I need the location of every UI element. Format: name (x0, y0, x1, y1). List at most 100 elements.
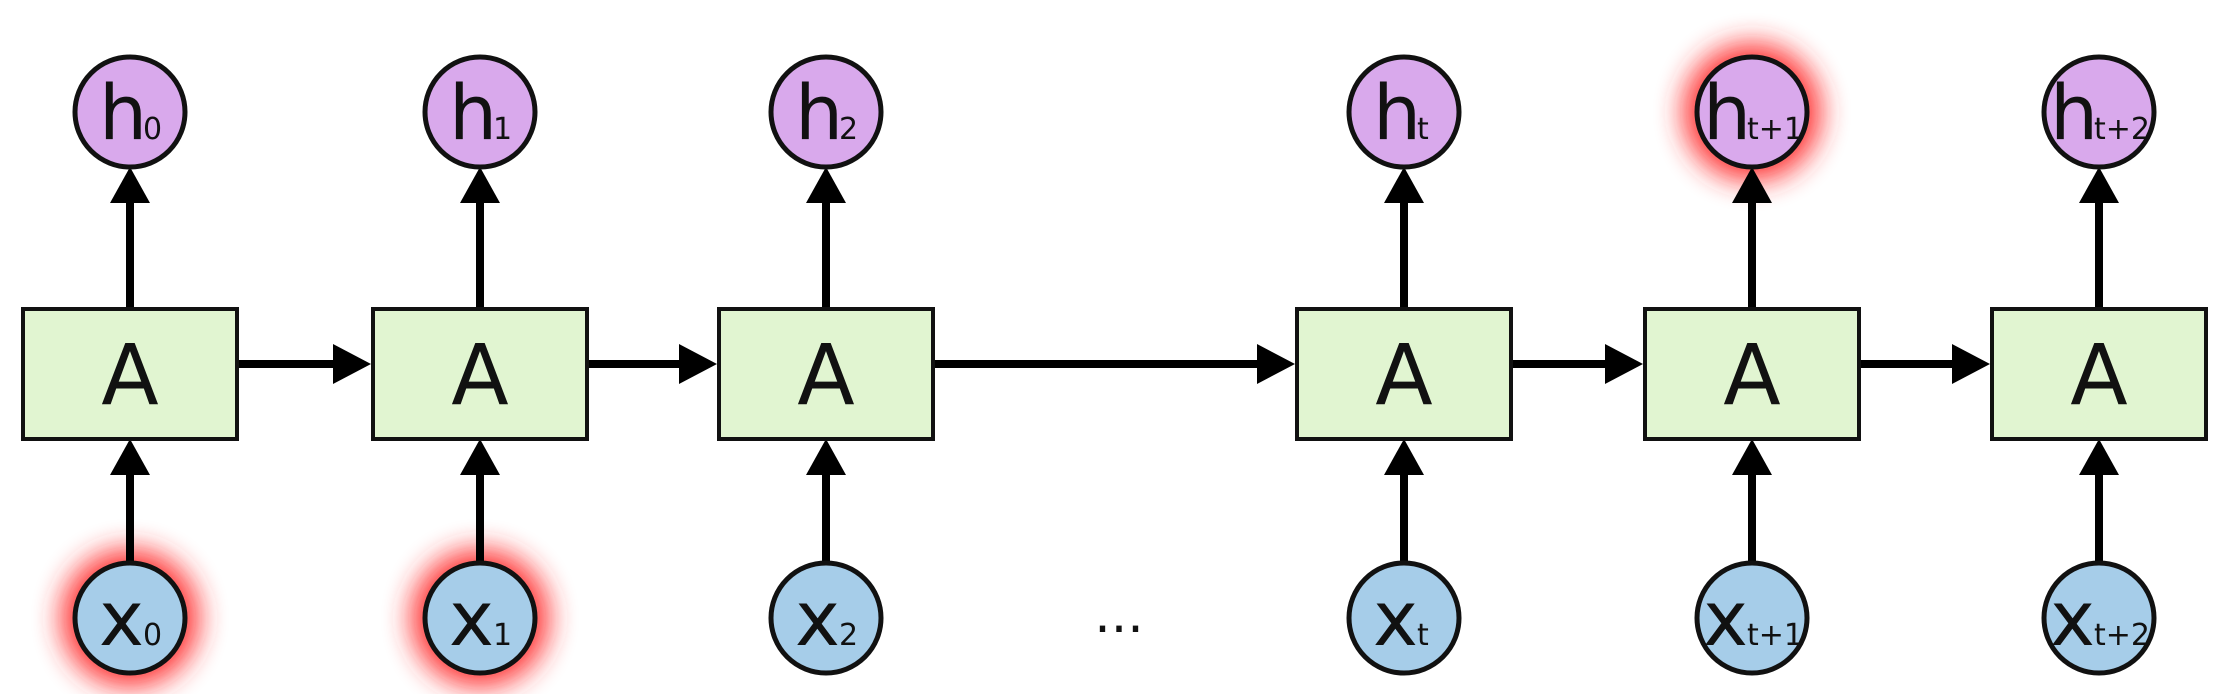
hidden-state-3-subscript: t (1417, 112, 1429, 147)
hidden-state-5-subscript: t+2 (2094, 112, 2150, 147)
input-0-circle (72, 560, 188, 676)
input-arrow-0-head (110, 439, 150, 475)
ellipsis-text: ... (1094, 585, 1144, 645)
input-4-circle (1694, 560, 1810, 676)
rnn-cell-5: A (1990, 307, 2208, 441)
input-5-circle (2041, 560, 2157, 676)
recurrent-arrow-0-head (333, 344, 371, 384)
rnn-cell-label: A (2070, 326, 2127, 424)
input-5-label: x (2050, 574, 2095, 663)
recurrent-arrow-4 (1861, 344, 1990, 384)
input-0-label: x (99, 574, 144, 663)
hidden-state-0-circle (72, 54, 188, 170)
rnn-cell-box (21, 307, 239, 441)
input-3-label: x (1373, 574, 1418, 663)
input-1-label: x (449, 574, 494, 663)
input-4-subscript: t+1 (1747, 618, 1803, 653)
hidden-state-3-label: h (1373, 68, 1421, 157)
output-arrow-3-head (1384, 167, 1424, 203)
rnn-cell-1: A (371, 307, 589, 441)
rnn-cell-label: A (101, 326, 158, 424)
output-arrow-3 (1384, 167, 1424, 309)
output-arrow-5-head (2079, 167, 2119, 203)
rnn-cell-box (717, 307, 935, 441)
input-2-label: x (795, 574, 840, 663)
output-arrow-2-head (806, 167, 846, 203)
hidden-state-4-circle (1694, 54, 1810, 170)
rnn-cell-label: A (1723, 326, 1780, 424)
input-4-label: x (1703, 574, 1748, 663)
output-arrow-1-head (460, 167, 500, 203)
input-arrow-1 (460, 439, 500, 563)
input-arrow-1-head (460, 439, 500, 475)
output-arrow-2 (806, 167, 846, 309)
output-arrow-4 (1732, 167, 1772, 309)
input-arrow-5 (2079, 439, 2119, 563)
recurrent-arrow-0 (239, 344, 371, 384)
rnn-cell-label: A (797, 326, 854, 424)
input-arrow-4-head (1732, 439, 1772, 475)
recurrent-arrow-4-head (1952, 344, 1990, 384)
hidden-state-1-circle (422, 54, 538, 170)
input-5: x t+2 (2041, 560, 2157, 676)
hidden-state-0: h0 (72, 54, 188, 170)
output-arrow-0-head (110, 167, 150, 203)
recurrent-arrow-3-head (1605, 344, 1643, 384)
recurrent-arrow-2 (935, 344, 1295, 384)
hidden-state-1-label: h (449, 68, 497, 157)
arrows (110, 167, 2119, 563)
rnn-cell-box (371, 307, 589, 441)
input-2-circle (768, 560, 884, 676)
input-arrow-2 (806, 439, 846, 563)
input-3-subscript: t (1417, 618, 1429, 653)
recurrent-arrow-3 (1513, 344, 1643, 384)
hidden-state-4: ht+1 (1694, 54, 1810, 170)
hidden-state-3-circle (1346, 54, 1462, 170)
hidden-state-5-circle (2041, 54, 2157, 170)
hidden-state-2-label: h (795, 68, 843, 157)
input-4: x t+1 (1694, 560, 1810, 676)
rnn-cell-box (1643, 307, 1861, 441)
input-arrow-5-head (2079, 439, 2119, 475)
hidden-state-1-subscript: 1 (493, 112, 512, 147)
input-arrow-0 (110, 439, 150, 563)
output-arrow-0 (110, 167, 150, 309)
hidden-state-1: h1 (422, 54, 538, 170)
rnn-cell-box (1990, 307, 2208, 441)
hidden-state-4-label: h (1703, 68, 1751, 157)
rnn-cell-2: A (717, 307, 935, 441)
input-arrow-3-head (1384, 439, 1424, 475)
recurrent-arrow-1 (589, 344, 717, 384)
input-arrow-2-head (806, 439, 846, 475)
rnn-cell-label: A (1375, 326, 1432, 424)
recurrent-arrow-1-head (679, 344, 717, 384)
input-2-subscript: 2 (839, 618, 858, 653)
rnn-cell-3: A (1295, 307, 1513, 441)
hidden-state-5-label: h (2050, 68, 2098, 157)
hidden-state-0-label: h (99, 68, 147, 157)
hidden-state-2-circle (768, 54, 884, 170)
hidden-state-5: ht+2 (2041, 54, 2157, 170)
input-1-circle (422, 560, 538, 676)
hidden-state-3: ht (1346, 54, 1462, 170)
output-arrow-1 (460, 167, 500, 309)
hidden-state-4-subscript: t+1 (1747, 112, 1803, 147)
output-arrow-5 (2079, 167, 2119, 309)
input-1-subscript: 1 (493, 618, 512, 653)
rnn-cell-box (1295, 307, 1513, 441)
rnn-cell-label: A (451, 326, 508, 424)
input-3-circle (1346, 560, 1462, 676)
rnn-cell-4: A (1643, 307, 1861, 441)
hidden-state-2: h2 (768, 54, 884, 170)
hidden-state-0-subscript: 0 (143, 112, 162, 147)
recurrent-arrow-2-head (1257, 344, 1295, 384)
input-0-subscript: 0 (143, 618, 162, 653)
input-arrow-4 (1732, 439, 1772, 563)
